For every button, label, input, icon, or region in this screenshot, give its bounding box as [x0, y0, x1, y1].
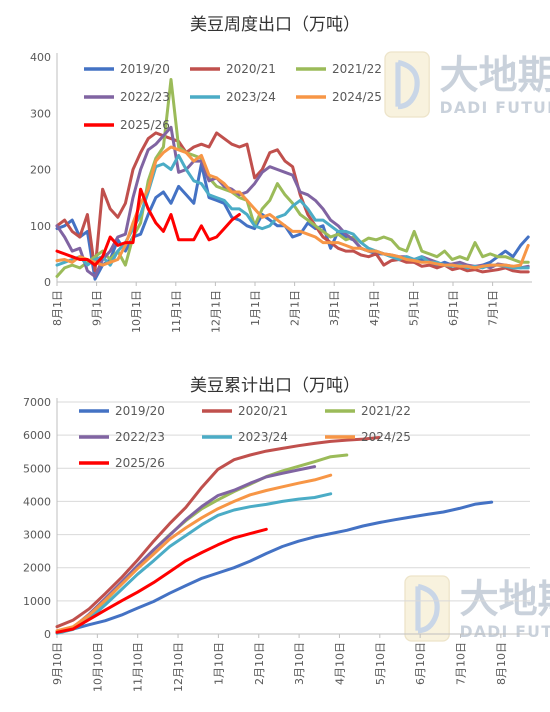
weekly-y-tick: 0 [44, 276, 51, 289]
cumulative-x-tick-label: 8月10日 [495, 642, 508, 685]
weekly-series-line [55, 187, 241, 267]
logo-mark-icon [384, 51, 430, 118]
cumulative-x-tick-label: 6月10日 [414, 642, 427, 685]
weekly-y-tick: 100 [30, 220, 51, 233]
weekly-x-tick-label: 2月1日 [289, 290, 302, 326]
cumulative-y-tick: 6000 [23, 429, 51, 442]
weekly-x-tick-label: 10月1日 [130, 290, 143, 333]
cumulative-series-line [55, 473, 333, 633]
watermark-brand-en: DADI FUTURES [460, 623, 550, 641]
weekly-legend-label: 2024/25 [332, 90, 382, 104]
cumulative-y-tick: 5000 [23, 462, 51, 475]
cumulative-x-tick-label: 3月10日 [293, 642, 306, 685]
cumulative-legend-label: 2025/26 [115, 456, 165, 470]
cumulative-y-tick: 1000 [23, 595, 51, 608]
cumulative-y-tick: 4000 [23, 495, 51, 508]
logo-glyph-icon [415, 583, 440, 634]
weekly-legend-label: 2021/22 [332, 62, 382, 76]
cumulative-y-tick: 0 [44, 628, 51, 641]
cumulative-x-tick-label: 4月10日 [333, 642, 346, 685]
cumulative-x-tick-label: 5月10日 [374, 642, 387, 685]
cumulative-x-tick-label: 12月10日 [172, 642, 185, 692]
cumulative-series-line [55, 436, 381, 629]
watermark-brand-cn: 大地期货 [460, 577, 550, 622]
cumulative-y-tick: 3000 [23, 529, 51, 542]
cumulative-title: 美豆累计出口（万吨） [190, 376, 360, 396]
logo-mark-icon [404, 575, 450, 642]
weekly-x-tick-label: 7月1日 [487, 290, 500, 326]
watermark-logo: 大地期货DADI FUTURES [404, 575, 550, 642]
cumulative-series-line [55, 492, 333, 635]
cumulative-x-tick-label: 1月10日 [212, 642, 225, 685]
cumulative-series-line [55, 527, 268, 634]
weekly-y-tick: 200 [30, 164, 51, 177]
cumulative-legend-label: 2020/21 [238, 404, 288, 418]
cumulative-x-tick-label: 9月10日 [51, 642, 64, 685]
cumulative-legend-label: 2024/25 [361, 430, 411, 444]
weekly-legend-label: 2020/21 [226, 62, 276, 76]
weekly-legend-label: 2023/24 [226, 90, 276, 104]
cumulative-series-line [55, 500, 494, 634]
weekly-x-tick-label: 4月1日 [368, 290, 381, 326]
weekly-x-tick-label: 6月1日 [447, 290, 460, 326]
cumulative-legend-label: 2021/22 [361, 404, 411, 418]
logo-glyph-icon [395, 59, 420, 110]
weekly-export-chart: 美豆周度出口（万吨） 大地期货DADI FUTURES 0 100 200 300 400 8… [30, 15, 550, 333]
weekly-x-tick-label: 8月1日 [51, 290, 64, 326]
cumulative-x-tick-label: 7月10日 [455, 642, 468, 685]
watermark-logo: 大地期货DADI FUTURES [384, 51, 550, 118]
cumulative-y-tick: 7000 [23, 396, 51, 409]
weekly-x-tick-label: 11月1日 [170, 290, 183, 333]
weekly-legend-label: 2019/20 [120, 62, 170, 76]
cumulative-export-chart: 美豆累计出口（万吨） 大地期货DADI FUTURES 0 1000 2000 3000 4… [23, 376, 550, 692]
cumulative-legend-label: 2019/20 [115, 404, 165, 418]
weekly-title: 美豆周度出口（万吨） [190, 15, 360, 35]
cumulative-y-tick: 2000 [23, 562, 51, 575]
weekly-legend-label: 2025/26 [120, 118, 170, 132]
weekly-series-line [55, 131, 530, 274]
weekly-x-tick-label: 1月1日 [249, 290, 262, 326]
cumulative-x-tick-label: 11月10日 [132, 642, 145, 692]
cumulative-x-tick-label: 2月10日 [253, 642, 266, 685]
cumulative-legend-label: 2023/24 [238, 430, 288, 444]
cumulative-legend-label: 2022/23 [115, 430, 165, 444]
weekly-x-tick-label: 3月1日 [328, 290, 341, 326]
weekly-x-tick-label: 12月1日 [209, 290, 222, 333]
weekly-legend-label: 2022/23 [120, 90, 170, 104]
watermark-brand-cn: 大地期货 [440, 53, 550, 98]
weekly-x-tick-label: 9月1日 [91, 290, 104, 326]
watermark-brand-en: DADI FUTURES [440, 99, 550, 117]
weekly-x-tick-label: 5月1日 [407, 290, 420, 326]
weekly-y-tick: 400 [30, 51, 51, 64]
weekly-y-tick: 300 [30, 107, 51, 120]
cumulative-x-tick-label: 10月10日 [91, 642, 104, 692]
